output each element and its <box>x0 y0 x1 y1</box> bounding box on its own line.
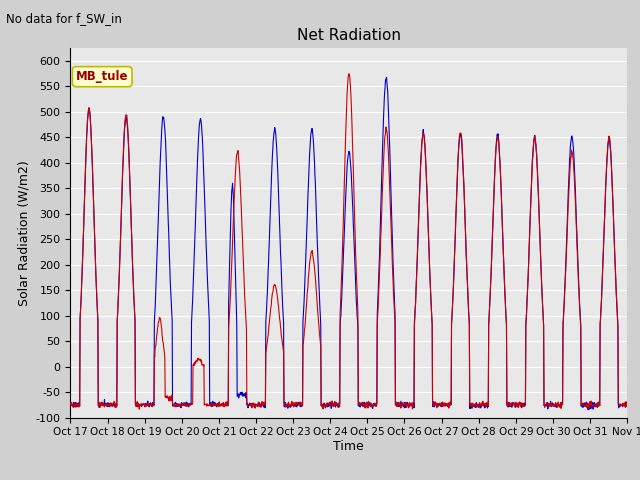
Text: MB_tule: MB_tule <box>76 70 129 83</box>
X-axis label: Time: Time <box>333 440 364 453</box>
Title: Net Radiation: Net Radiation <box>297 28 401 43</box>
Y-axis label: Solar Radiation (W/m2): Solar Radiation (W/m2) <box>17 160 30 306</box>
Text: No data for f_SW_in: No data for f_SW_in <box>6 12 122 25</box>
